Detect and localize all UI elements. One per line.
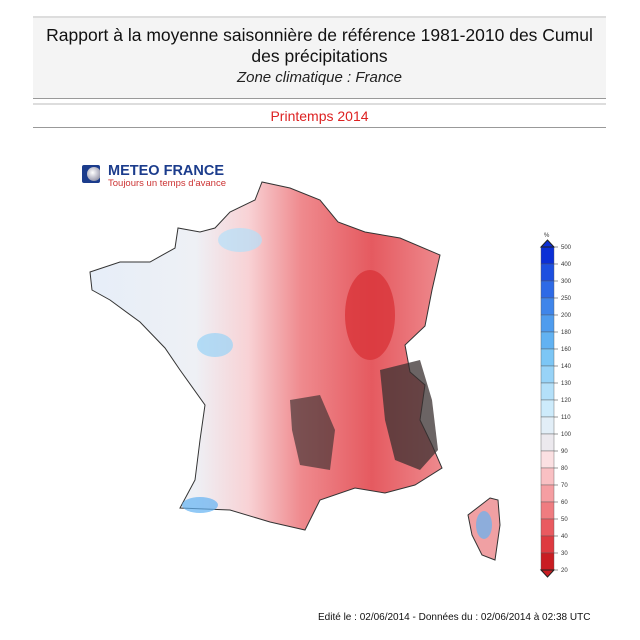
colorbar-tick-label: 180 xyxy=(561,330,572,336)
colorbar-tick-label: 300 xyxy=(561,279,572,285)
colorbar-tick-label: 250 xyxy=(561,296,572,302)
colorbar-legend: 500 400 300 250 200 180 160 140 130 120 110 100 90 80… xyxy=(539,233,572,578)
logo-tagline: Toujours un temps d'avance xyxy=(108,178,226,189)
colorbar-segment xyxy=(540,382,555,401)
colorbar-segment xyxy=(540,365,555,384)
colorbar-segment xyxy=(540,399,555,418)
colorbar-tick-label: 50 xyxy=(561,517,568,523)
colorbar-max-arrow xyxy=(539,239,556,248)
colorbar-segment xyxy=(540,467,555,486)
colorbar-tick-label: 140 xyxy=(561,364,572,370)
corsica-wet-area xyxy=(476,511,492,539)
colorbar-min-arrow xyxy=(539,569,556,578)
alps-very-dry-area xyxy=(380,360,438,470)
colorbar-segment xyxy=(540,433,555,452)
wet-area-west xyxy=(197,333,233,357)
massif-central-very-dry-area xyxy=(290,395,335,470)
logo-name: METEO FRANCE xyxy=(108,163,224,179)
colorbar-tick-label: 20 xyxy=(561,568,568,574)
colorbar-segment xyxy=(540,331,555,350)
colorbar-tick-label: 200 xyxy=(561,313,572,319)
colorbar-segment xyxy=(540,297,555,316)
colorbar-segment xyxy=(540,535,555,554)
page-subtitle: Zone climatique : France xyxy=(236,69,403,86)
colorbar-tick-label: 130 xyxy=(561,381,572,387)
colorbar-tick-label: 120 xyxy=(561,398,572,404)
colorbar-tick-label: 110 xyxy=(561,415,571,421)
colorbar-segment xyxy=(540,246,555,265)
wet-area-southwest xyxy=(182,497,218,513)
colorbar-segment xyxy=(540,501,555,520)
page-title: Rapport à la moyenne saisonnière de réfé… xyxy=(46,25,593,66)
colorbar-tick-label: 60 xyxy=(561,500,568,506)
colorbar-segment xyxy=(540,280,555,299)
dry-core-east xyxy=(345,270,395,360)
logo-globe-icon xyxy=(82,165,100,183)
wet-area-northwest xyxy=(218,228,262,252)
period-label: Printemps 2014 xyxy=(33,103,606,128)
colorbar-segment xyxy=(540,263,555,282)
colorbar-tick-label: 100 xyxy=(561,432,572,438)
colorbar-tick-label: 30 xyxy=(561,551,568,557)
colorbar-segment xyxy=(540,450,555,469)
colorbar-segment xyxy=(540,348,555,367)
colorbar-tick-label: 90 xyxy=(561,449,568,455)
colorbar-segment xyxy=(540,416,555,435)
colorbar-tick-label: 40 xyxy=(561,534,568,540)
header: Rapport à la moyenne saisonnière de réfé… xyxy=(33,16,606,99)
france-mainland xyxy=(89,181,443,531)
colorbar-tick-label: 80 xyxy=(561,466,568,472)
colorbar-segment xyxy=(540,314,555,333)
colorbar-unit: % xyxy=(544,233,550,239)
colorbar-tick-label: 400 xyxy=(561,262,572,268)
colorbar-segment xyxy=(540,518,555,537)
colorbar-tick-label: 160 xyxy=(561,347,572,353)
colorbar-segment xyxy=(540,484,555,503)
colorbar-segment xyxy=(540,552,555,571)
footer-edit-info: Edité le : 02/06/2014 - Données du : 02/… xyxy=(318,612,591,623)
colorbar-tick-label: 70 xyxy=(561,483,568,489)
colorbar-tick-label: 500 xyxy=(561,245,572,251)
